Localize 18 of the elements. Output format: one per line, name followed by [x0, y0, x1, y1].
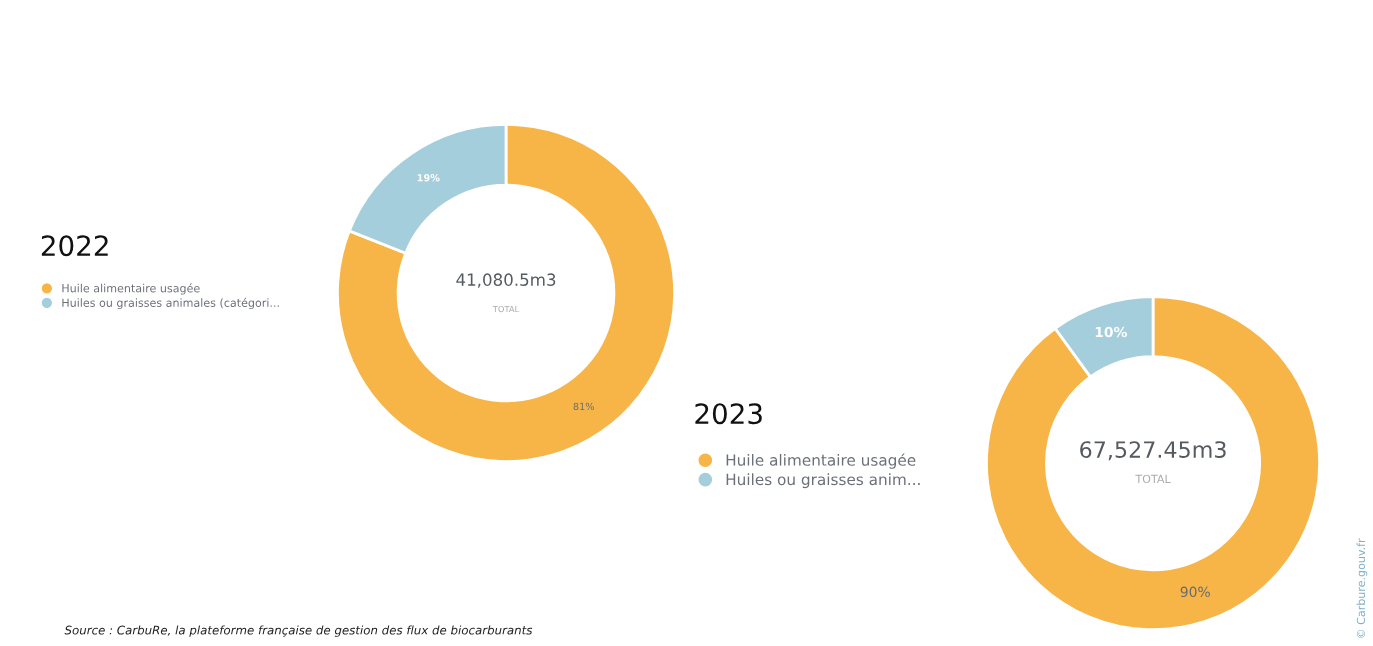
- data-label: 10%: [1095, 326, 1128, 338]
- text: TOTAL: [1135, 474, 1171, 484]
- legend-label: Huile alimentaire usagée: [62, 283, 200, 295]
- donut-slice: [336, 122, 676, 463]
- data-label: 90%: [1180, 586, 1210, 598]
- text: 67,527.45m3: [1080, 441, 1226, 461]
- legend-label: Huiles ou graisses anim...: [726, 473, 920, 489]
- text: © Carbure.gouv.fr: [1356, 538, 1368, 639]
- text: 2022: [41, 235, 108, 257]
- text: 2023: [695, 403, 762, 425]
- legend-label: Huile alimentaire usagée: [726, 453, 916, 469]
- donut-slice: [985, 295, 1321, 632]
- text: TOTAL: [492, 305, 520, 313]
- source-note: Source : CarbuRe, la plateforme française de gestion des flux de biocarburants: [64, 625, 533, 637]
- data-label: 81%: [573, 402, 594, 411]
- legend-label: Huiles ou graisses animales (catégori...: [62, 297, 279, 310]
- data-label: 19%: [417, 174, 440, 182]
- text: 41,080.5m3: [456, 273, 556, 288]
